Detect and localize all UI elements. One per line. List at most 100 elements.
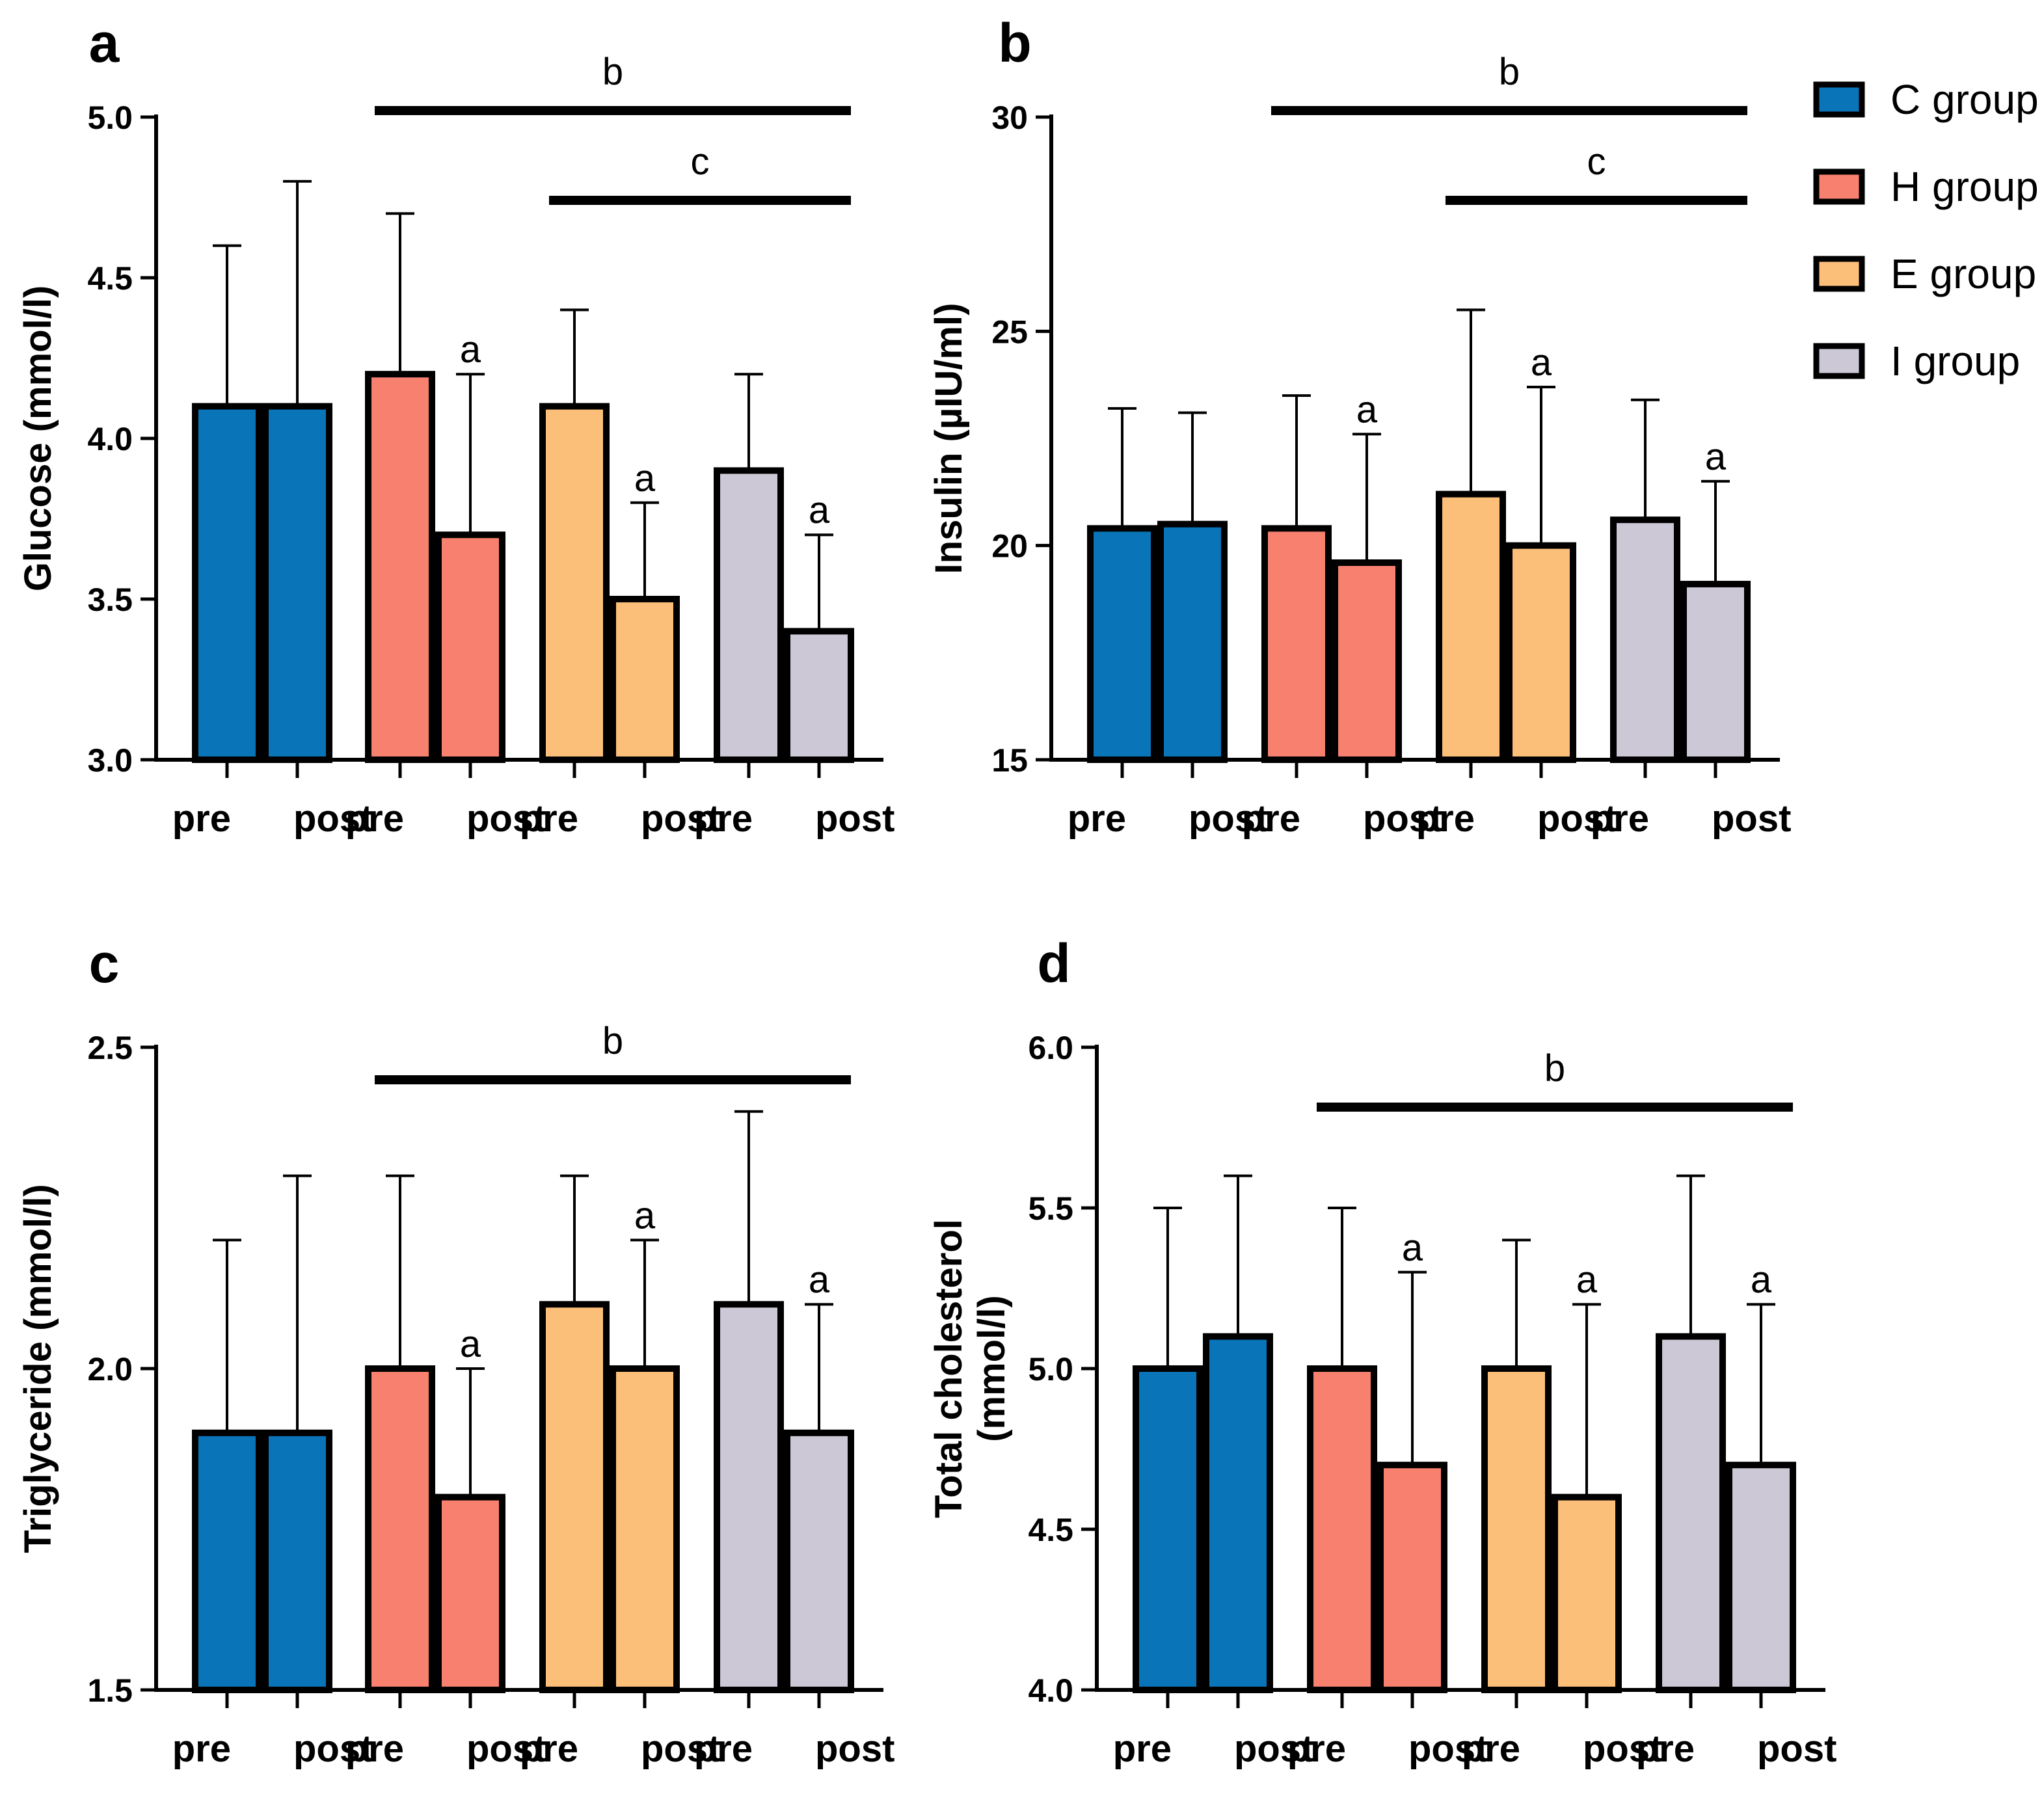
bar-post (1552, 1493, 1622, 1694)
panel-d: d Total cholesterol (mmol/l) a a a 4.0 4.5 5.0 5.… (928, 933, 1836, 1770)
y-tick-label: 1.5 (87, 1672, 133, 1709)
bar-pre (1481, 1365, 1552, 1693)
legend-label: E group (1890, 250, 2036, 297)
x-tick-label-pre: pre (1416, 797, 1475, 840)
significance-label: c (691, 141, 710, 183)
bar-post (1203, 1333, 1273, 1694)
legend: C group H group E group I group (1813, 76, 2039, 384)
bar-post (262, 403, 332, 763)
y-tick-label: 30 (991, 100, 1028, 136)
panel-letter: b (998, 12, 1031, 74)
bar-pre (1087, 525, 1157, 763)
bar-post (1377, 1462, 1447, 1693)
x-tick-label-post: post (466, 797, 546, 840)
y-tick-label: 15 (991, 742, 1028, 779)
bar-pre (365, 371, 435, 763)
significance-mark: a (460, 1323, 481, 1365)
bar-post (435, 531, 505, 763)
x-tick-label-post: post (293, 1728, 373, 1770)
bar-pre (1610, 516, 1680, 763)
bar-post (435, 1493, 505, 1694)
significance-mark: a (1705, 436, 1727, 478)
x-tick-label-pre: pre (1287, 1728, 1346, 1770)
bar-pre (714, 467, 784, 764)
legend-item: I group (1813, 338, 2020, 384)
significance-mark: a (1531, 341, 1552, 384)
x-tick-label-post: post (1757, 1728, 1836, 1770)
bar-pre (714, 1301, 784, 1693)
panel-letter: c (89, 933, 120, 994)
x-tick-label-pre: pre (1242, 797, 1300, 840)
x-tick-label-pre: pre (694, 1728, 753, 1770)
significance-label: c (1587, 141, 1606, 183)
x-tick-label-pre: pre (1462, 1728, 1520, 1770)
y-axis-title: Total cholesterol (928, 1219, 970, 1518)
y-tick-label: 2.5 (87, 1030, 133, 1066)
y-tick-label: 25 (991, 314, 1028, 350)
bar-post (1332, 559, 1402, 763)
legend-swatch (1813, 343, 1865, 379)
y-tick-label: 3.5 (87, 582, 133, 618)
bar-post (1157, 520, 1228, 763)
x-tick-label-pre: pre (1591, 797, 1649, 840)
y-tick-label: 4.5 (1028, 1512, 1073, 1548)
bar-post (1726, 1462, 1796, 1693)
significance-label: b (602, 51, 623, 93)
legend-item: E group (1813, 250, 2036, 297)
legend-label: H group (1890, 163, 2039, 210)
bar-post (784, 628, 854, 764)
x-tick-label-pre: pre (520, 797, 578, 840)
panel-letter: a (89, 12, 120, 74)
y-tick-label: 2.0 (87, 1351, 133, 1387)
x-tick-label-post: post (1363, 797, 1442, 840)
x-tick-label-post: post (1537, 797, 1617, 840)
bar-pre (1307, 1365, 1377, 1693)
bar-post (1506, 542, 1576, 764)
y-tick-label: 4.0 (1028, 1672, 1073, 1709)
significance-label: b (1499, 51, 1520, 93)
significance-mark: a (1576, 1259, 1598, 1301)
bar-post (262, 1429, 332, 1694)
bar-pre (1133, 1365, 1203, 1693)
significance-mark: a (634, 457, 656, 500)
significance-mark: a (809, 1259, 830, 1301)
x-tick-label-post: post (293, 797, 373, 840)
significance-mark: a (634, 1194, 656, 1237)
y-tick-label: 5.5 (1028, 1190, 1073, 1227)
bar-pre (192, 1429, 262, 1694)
significance-label: b (602, 1020, 623, 1062)
y-tick-label: 3.0 (87, 742, 133, 779)
significance-mark: a (1751, 1259, 1772, 1301)
bar-post (610, 1365, 680, 1693)
x-tick-label-post: post (1408, 1728, 1488, 1770)
x-tick-label-pre: pre (172, 1728, 231, 1770)
x-tick-label-post: post (815, 1728, 894, 1770)
x-tick-label-pre: pre (1113, 1728, 1172, 1770)
y-tick-label: 5.0 (1028, 1351, 1073, 1387)
significance-mark: a (460, 328, 481, 371)
x-tick-label-pre: pre (520, 1728, 578, 1770)
bar-post (1680, 580, 1751, 763)
y-tick-label: 4.0 (87, 421, 133, 457)
legend-item: C group (1813, 76, 2039, 123)
x-tick-label-post: post (466, 1728, 546, 1770)
bar-post (610, 596, 680, 763)
significance-mark: a (1402, 1227, 1423, 1269)
y-axis-title: Glucose (mmol/l) (17, 286, 59, 592)
x-tick-label-post: post (1234, 1728, 1313, 1770)
panel-letter: d (1037, 933, 1070, 994)
x-tick-label-post: post (815, 797, 894, 840)
x-tick-label-pre: pre (694, 797, 753, 840)
y-axis-title: Triglyceride (mmol/l) (17, 1184, 59, 1553)
significance-mark: a (809, 489, 830, 531)
x-tick-label-pre: pre (1068, 797, 1126, 840)
bar-pre (365, 1365, 435, 1693)
significance-mark: a (1356, 388, 1378, 431)
x-tick-label-post: post (1189, 797, 1268, 840)
y-tick-label: 6.0 (1028, 1030, 1073, 1066)
bar-pre (1261, 525, 1332, 763)
